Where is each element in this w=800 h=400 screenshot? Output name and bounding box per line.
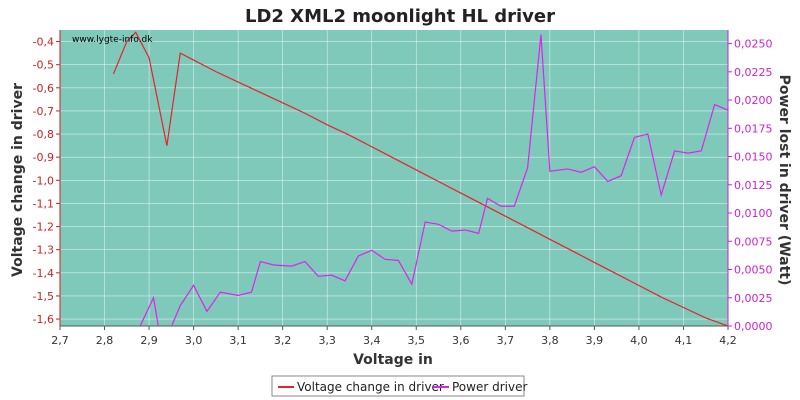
series-line-power: [139, 34, 728, 326]
plot-area: [60, 30, 728, 326]
x-tick-label: 3,3: [318, 334, 336, 347]
left-tick-label: -1,1: [33, 197, 54, 210]
legend: Voltage change in driver Power driver: [271, 375, 527, 397]
grid: [59, 30, 729, 326]
left-tick-label: -0,5: [33, 59, 54, 72]
x-tick-label: 3,1: [229, 334, 247, 347]
right-axis-ticks: 0,0000 0,0025 0,0050 0,0075 0,0100 0,0125 0,01…: [728, 38, 773, 333]
left-tick-label: -1,6: [33, 313, 54, 326]
left-tick-label: -1,2: [33, 221, 54, 234]
x-tick-label: 3,5: [408, 334, 426, 347]
x-axis-title: Voltage in: [353, 352, 433, 368]
left-tick-label: -0,7: [33, 105, 54, 118]
x-tick-label: 4,1: [675, 334, 693, 347]
left-tick-label: -0,9: [33, 151, 54, 164]
x-tick-label: 3,4: [363, 334, 381, 347]
x-tick-label: 4,2: [719, 334, 737, 347]
left-tick-label: -1,3: [33, 244, 54, 257]
right-tick-label: 0,0175: [734, 122, 773, 135]
left-tick-label: -1,0: [33, 174, 54, 187]
left-axis-ticks: -0,4 -0,5 -0,6 -0,7 -0,8 -0,9 -1,0 -1,1 -1,2 -1,3…: [33, 36, 60, 326]
left-tick-label: -0,6: [33, 82, 54, 95]
left-tick-label: -0,4: [33, 36, 54, 49]
x-tick-label: 2,7: [51, 334, 69, 347]
series-lines: [112, 31, 728, 326]
right-tick-label: 0,0050: [734, 264, 773, 277]
left-tick-label: -0,8: [33, 128, 54, 141]
right-tick-label: 0,0100: [734, 207, 773, 220]
left-tick-label: -1,5: [33, 290, 54, 303]
chart-title: LD2 XML2 moonlight HL driver: [245, 6, 555, 27]
right-tick-label: 0,0025: [734, 292, 773, 305]
x-tick-label: 2,8: [96, 334, 114, 347]
series-line-voltage: [112, 31, 728, 326]
right-tick-label: 0,0125: [734, 179, 773, 192]
legend-label-power: Power driver: [452, 380, 527, 394]
right-tick-label: 0,0075: [734, 235, 773, 248]
legend-box: [271, 375, 525, 397]
x-tick-label: 3,9: [586, 334, 604, 347]
watermark: www.lygte-info.dk: [72, 35, 153, 45]
x-tick-label: 3,7: [497, 334, 515, 347]
right-tick-label: 0,0200: [734, 94, 773, 107]
right-axis-title: Power lost in driver (Watt): [776, 75, 792, 286]
right-tick-label: 0,0225: [734, 66, 773, 79]
left-tick-label: -1,4: [33, 267, 54, 280]
right-tick-label: 0,0250: [734, 38, 773, 51]
legend-label-voltage: Voltage change in driver: [297, 380, 444, 394]
x-tick-label: 3,2: [274, 334, 292, 347]
x-tick-label: 3,6: [452, 334, 470, 347]
x-tick-label: 3,8: [541, 334, 559, 347]
x-tick-label: 4,0: [630, 334, 648, 347]
x-axis-ticks: 2,7 2,8 2,9 3,0 3,1 3,2 3,3 3,4 3,5 3,6 3,7 3,8 3,9 4…: [51, 326, 737, 347]
x-tick-label: 3,0: [185, 334, 203, 347]
right-tick-label: 0,0150: [734, 151, 773, 164]
x-tick-label: 2,9: [140, 334, 158, 347]
right-tick-label: 0,0000: [734, 320, 773, 333]
left-axis-title: Voltage change in driver: [10, 83, 26, 277]
